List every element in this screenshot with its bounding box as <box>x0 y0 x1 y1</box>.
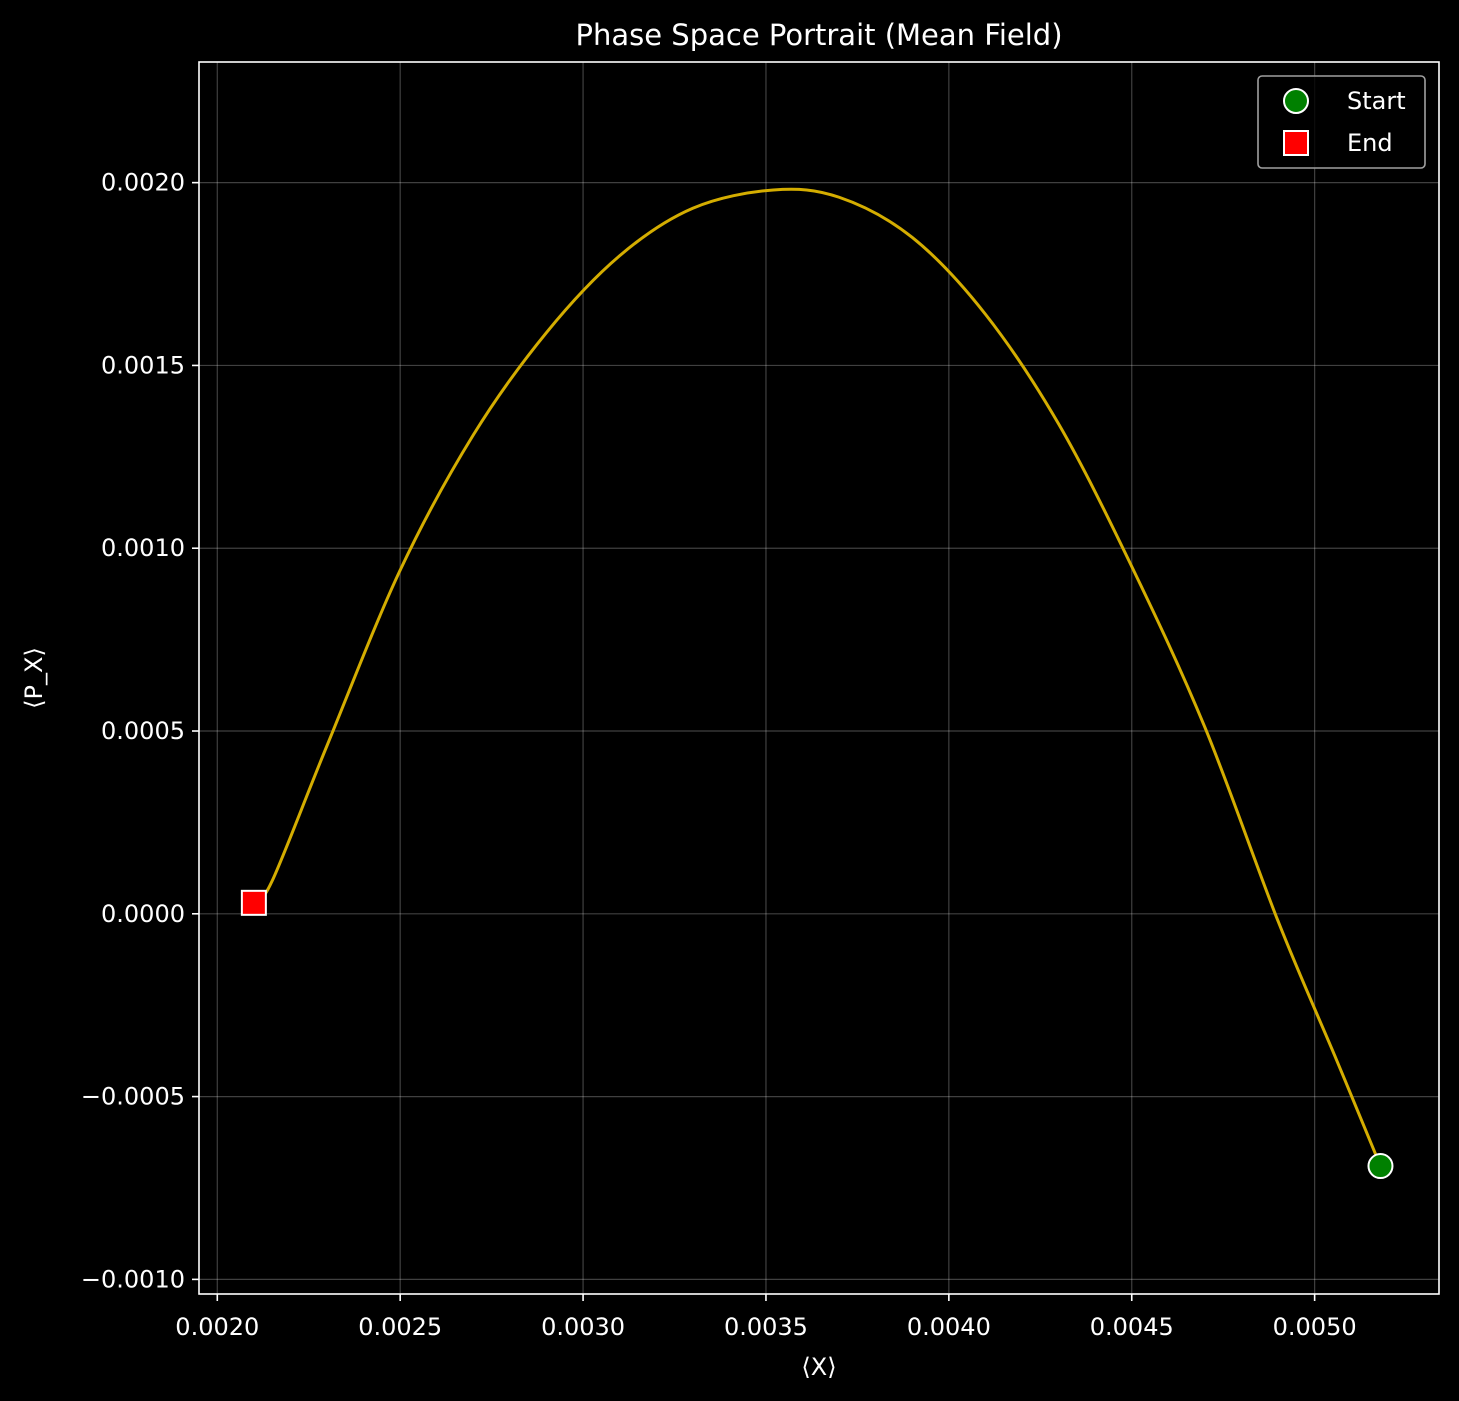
y-tick-label: 0.0020 <box>101 169 185 197</box>
x-axis-label: ⟨X⟩ <box>801 1353 836 1381</box>
legend-start-label: Start <box>1347 87 1406 115</box>
axis-ticks: 0.0020 0.0025 0.0030 0.0035 0.0040 0.0045 0.00… <box>81 169 1357 1341</box>
start-marker <box>1367 1153 1394 1180</box>
y-axis-label: ⟨P_X⟩ <box>20 647 48 709</box>
plot-area <box>240 187 1394 1180</box>
x-tick-label: 0.0025 <box>358 1313 442 1341</box>
legend: Start End <box>1257 75 1426 169</box>
y-tick-label: 0.0015 <box>101 351 185 379</box>
x-tick-label: 0.0030 <box>541 1313 625 1341</box>
y-tick-label: 0.0000 <box>101 900 185 928</box>
grid <box>199 62 1439 1294</box>
chart-title: Phase Space Portrait (Mean Field) <box>575 18 1062 52</box>
x-tick-label: 0.0020 <box>175 1313 259 1341</box>
y-tick-label: −0.0010 <box>81 1265 185 1293</box>
legend-end-label: End <box>1347 129 1393 157</box>
legend-start-marker <box>1283 88 1309 114</box>
x-tick-label: 0.0050 <box>1273 1313 1357 1341</box>
x-tick-label: 0.0045 <box>1090 1313 1174 1341</box>
y-tick-label: 0.0005 <box>101 717 185 745</box>
y-tick-label: 0.0010 <box>101 534 185 562</box>
trajectory-line <box>252 187 1382 1167</box>
plot-frame <box>198 61 1440 1295</box>
x-tick-label: 0.0040 <box>907 1313 991 1341</box>
x-tick-label: 0.0035 <box>724 1313 808 1341</box>
y-tick-label: −0.0005 <box>81 1083 185 1111</box>
end-marker <box>240 889 267 916</box>
legend-end-marker <box>1283 130 1309 156</box>
